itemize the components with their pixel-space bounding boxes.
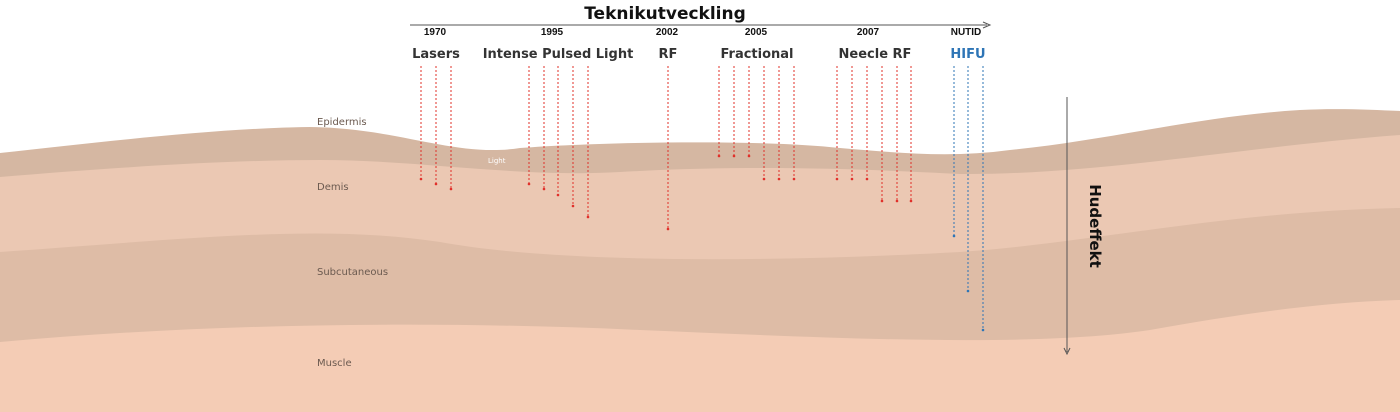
penetration-dot	[732, 154, 736, 158]
tech-label-fractional: Fractional	[720, 47, 793, 62]
year-label: 2005	[745, 27, 768, 38]
penetration-dot	[666, 227, 670, 231]
timeline-arrow-head	[982, 21, 992, 29]
year-label: 2007	[857, 27, 880, 38]
layer-label-subcutaneous: Subcutaneous	[317, 267, 388, 278]
penetration-dot	[434, 182, 438, 186]
penetration-dot	[895, 199, 899, 203]
penetration-dot	[586, 215, 590, 219]
penetration-dot	[981, 328, 985, 332]
epidermis-layer	[0, 109, 1400, 177]
penetration-lines-hifu	[953, 66, 984, 330]
penetration-dot	[717, 154, 721, 158]
tech-label-ipl: Intense Pulsed Light	[483, 47, 634, 62]
muscle-layer	[0, 296, 1400, 412]
penetration-lines-fractional	[718, 66, 795, 179]
penetration-dot	[542, 187, 546, 191]
penetration-lines-needle-rf	[836, 66, 912, 201]
layer-label-muscle: Muscle	[317, 358, 352, 369]
tech-label-hifu: HIFU	[950, 47, 985, 62]
penetration-dots-lasers	[419, 177, 453, 191]
penetration-dots-needle-rf	[835, 177, 913, 203]
penetration-dot	[952, 234, 956, 238]
penetration-dot	[449, 187, 453, 191]
tech-label-lasers: Lasers	[412, 47, 460, 62]
penetration-dots-ipl	[527, 182, 590, 219]
light-label: Light	[488, 157, 506, 165]
dermis-layer	[0, 134, 1400, 260]
penetration-lines-lasers	[420, 66, 452, 189]
penetration-dot	[527, 182, 531, 186]
penetration-dot	[865, 177, 869, 181]
tech-label-rf: RF	[659, 47, 678, 62]
year-label: 2002	[656, 27, 679, 38]
subcutaneous-layer	[0, 206, 1400, 342]
penetration-dot	[792, 177, 796, 181]
penetration-dot	[762, 177, 766, 181]
penetration-dot	[747, 154, 751, 158]
penetration-dot	[835, 177, 839, 181]
penetration-lines-ipl	[528, 66, 589, 217]
penetration-dot	[419, 177, 423, 181]
year-label: 1995	[541, 27, 564, 38]
penetration-dot	[880, 199, 884, 203]
penetration-dot	[556, 193, 560, 197]
page-title: Teknikutveckling	[584, 4, 746, 24]
year-label: 1970	[424, 27, 447, 38]
layer-label-demis: Demis	[317, 182, 349, 193]
tech-label-needle-rf: Neecle RF	[839, 47, 912, 62]
depth-axis-label: Hudeffekt	[1086, 184, 1104, 268]
penetration-dot	[966, 289, 970, 293]
penetration-dot	[909, 199, 913, 203]
penetration-dot	[571, 204, 575, 208]
penetration-dots-hifu	[952, 234, 985, 332]
penetration-dot	[850, 177, 854, 181]
year-label: NUTID	[951, 27, 982, 38]
layer-label-epidermis: Epidermis	[317, 117, 367, 128]
penetration-dot	[777, 177, 781, 181]
penetration-dots-fractional	[717, 154, 796, 181]
depth-arrow-head	[1063, 347, 1071, 356]
